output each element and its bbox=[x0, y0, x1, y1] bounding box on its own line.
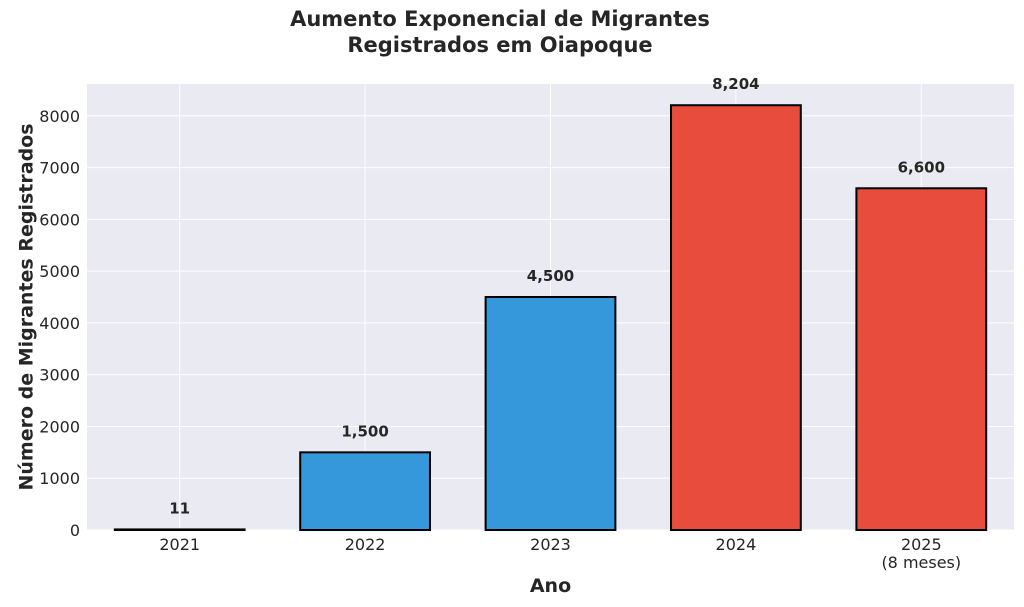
x-axis-label: Ano bbox=[530, 575, 571, 597]
data-label-2023: 4,500 bbox=[527, 267, 574, 285]
y-tick-labels: 0 1000 2000 3000 4000 5000 6000 7000 8000 bbox=[39, 107, 80, 540]
data-labels: 11 1,500 4,500 8,204 6,600 bbox=[169, 75, 945, 517]
y-tick-label: 4000 bbox=[39, 314, 80, 333]
y-tick-label: 3000 bbox=[39, 366, 80, 385]
y-tick-label: 7000 bbox=[39, 159, 80, 178]
y-axis-label: Número de Migrantes Registrados bbox=[16, 123, 38, 490]
y-tick-label: 5000 bbox=[39, 262, 80, 281]
y-tick-label: 6000 bbox=[39, 210, 80, 229]
x-tick-labels: 2021 2022 2023 2024 2025(8 meses) bbox=[159, 535, 961, 572]
data-label-2021: 11 bbox=[169, 499, 190, 517]
x-tick-label: 2023 bbox=[530, 535, 571, 554]
data-label-2022: 1,500 bbox=[341, 422, 388, 440]
bar-2024 bbox=[670, 104, 802, 531]
x-tick-label: 2024 bbox=[716, 535, 757, 554]
bars bbox=[113, 104, 988, 532]
data-label-2024: 8,204 bbox=[712, 75, 759, 93]
bar-2023 bbox=[484, 296, 617, 531]
chart-title: Aumento Exponencial de Migrantes Registr… bbox=[0, 6, 1012, 58]
chart-title-line-2: Registrados em Oiapoque bbox=[347, 33, 653, 57]
data-label-2025: 6,600 bbox=[898, 158, 945, 176]
y-tick-label: 0 bbox=[70, 521, 80, 540]
bar-2021 bbox=[113, 528, 246, 532]
x-tick-sublabel: (8 meses) bbox=[881, 553, 961, 572]
bar-2025 bbox=[855, 187, 988, 531]
y-tick-label: 2000 bbox=[39, 417, 80, 436]
x-tick-label: 2022 bbox=[345, 535, 386, 554]
chart-title-line-1: Aumento Exponencial de Migrantes bbox=[290, 7, 710, 31]
x-tick-label: 2025 bbox=[901, 535, 942, 554]
x-tick-label: 2021 bbox=[159, 535, 200, 554]
y-tick-label: 8000 bbox=[39, 107, 80, 126]
bar-2022 bbox=[299, 451, 431, 531]
y-tick-label: 1000 bbox=[39, 469, 80, 488]
